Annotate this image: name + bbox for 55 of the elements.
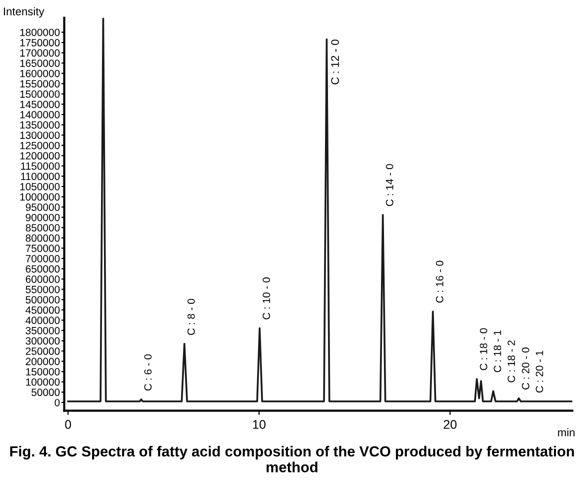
y-tick-label: 250000: [26, 348, 60, 355]
y-tick-label: 850000: [26, 224, 60, 232]
caption: Fig. 4. GC Spectra of fatty acid composition of the VCO produced by fermentation method: [10, 446, 574, 472]
y-tick-label: 1600000: [20, 70, 60, 78]
y-tick-label: 1750000: [20, 39, 60, 46]
annotation: C : 16 - 0: [436, 260, 444, 303]
x-tick-label: 10: [253, 420, 266, 429]
y-tick-label: 1550000: [20, 80, 60, 88]
annotation: C : 20 - 0: [522, 348, 530, 390]
y-tick-label: 1000000: [20, 193, 60, 201]
y-tick-label: 400000: [26, 316, 60, 324]
y-tick-label: 1800000: [20, 28, 60, 36]
annotation: C : 18 - 0: [480, 328, 488, 370]
x-tick-label: 0: [65, 420, 72, 429]
annotation: C : 18 - 1: [494, 330, 502, 372]
y-tick-label: 1400000: [20, 111, 60, 118]
y-tick-label: 0: [54, 398, 60, 406]
annotation: C : 8 - 0: [187, 298, 195, 335]
y-tick-label: 550000: [26, 286, 60, 294]
y-tick-label: 1150000: [21, 162, 60, 170]
y-tick-label: 1650000: [20, 60, 60, 67]
y-tick-label: 450000: [26, 306, 60, 314]
y-tick-label: 700000: [26, 254, 60, 262]
annotation: C : 6 - 0: [144, 354, 152, 390]
y-tick-label: 800000: [26, 234, 60, 242]
y-tick-label: 300000: [26, 337, 60, 345]
y-tick-label: 600000: [26, 276, 60, 283]
y-tick-label: 200000: [26, 358, 60, 366]
y-tick-label: 1250000: [20, 142, 60, 150]
y-tick-label: 1350000: [20, 121, 60, 129]
annotation: C : 18 - 2: [508, 340, 516, 382]
y-tick-label: 350000: [26, 326, 60, 334]
y-tick-label: 1500000: [20, 90, 60, 98]
y-tick-label: 100000: [26, 378, 60, 386]
y-tick-label: 150000: [26, 368, 60, 376]
line-series: [67, 18, 572, 402]
y-axis-title: Intensity: [4, 7, 44, 18]
annotation: C : 10 - 0: [262, 277, 270, 320]
y-tick-label: 900000: [26, 214, 60, 222]
y-tick-label: 1700000: [20, 49, 60, 57]
annotation: C : 12 - 0: [331, 40, 340, 84]
x-tick-label: 20: [444, 420, 457, 429]
y-tick-label: 1100000: [21, 172, 60, 180]
y-tick-label: 1050000: [20, 182, 60, 190]
y-tick-label: 650000: [26, 265, 60, 273]
y-tick-label: 950000: [26, 204, 60, 211]
y-tick-label: 1450000: [20, 100, 60, 108]
y-tick-label: 1200000: [20, 152, 60, 160]
annotation: C : 20 - 1: [536, 350, 544, 393]
y-tick-label: 500000: [26, 296, 60, 304]
y-tick-label: 750000: [26, 244, 60, 252]
y-tick-label: 1300000: [20, 132, 60, 139]
annotation: C : 14 - 0: [386, 164, 394, 206]
y-tick-label: 50000: [32, 388, 60, 396]
x-axis-title: min: [558, 428, 575, 436]
